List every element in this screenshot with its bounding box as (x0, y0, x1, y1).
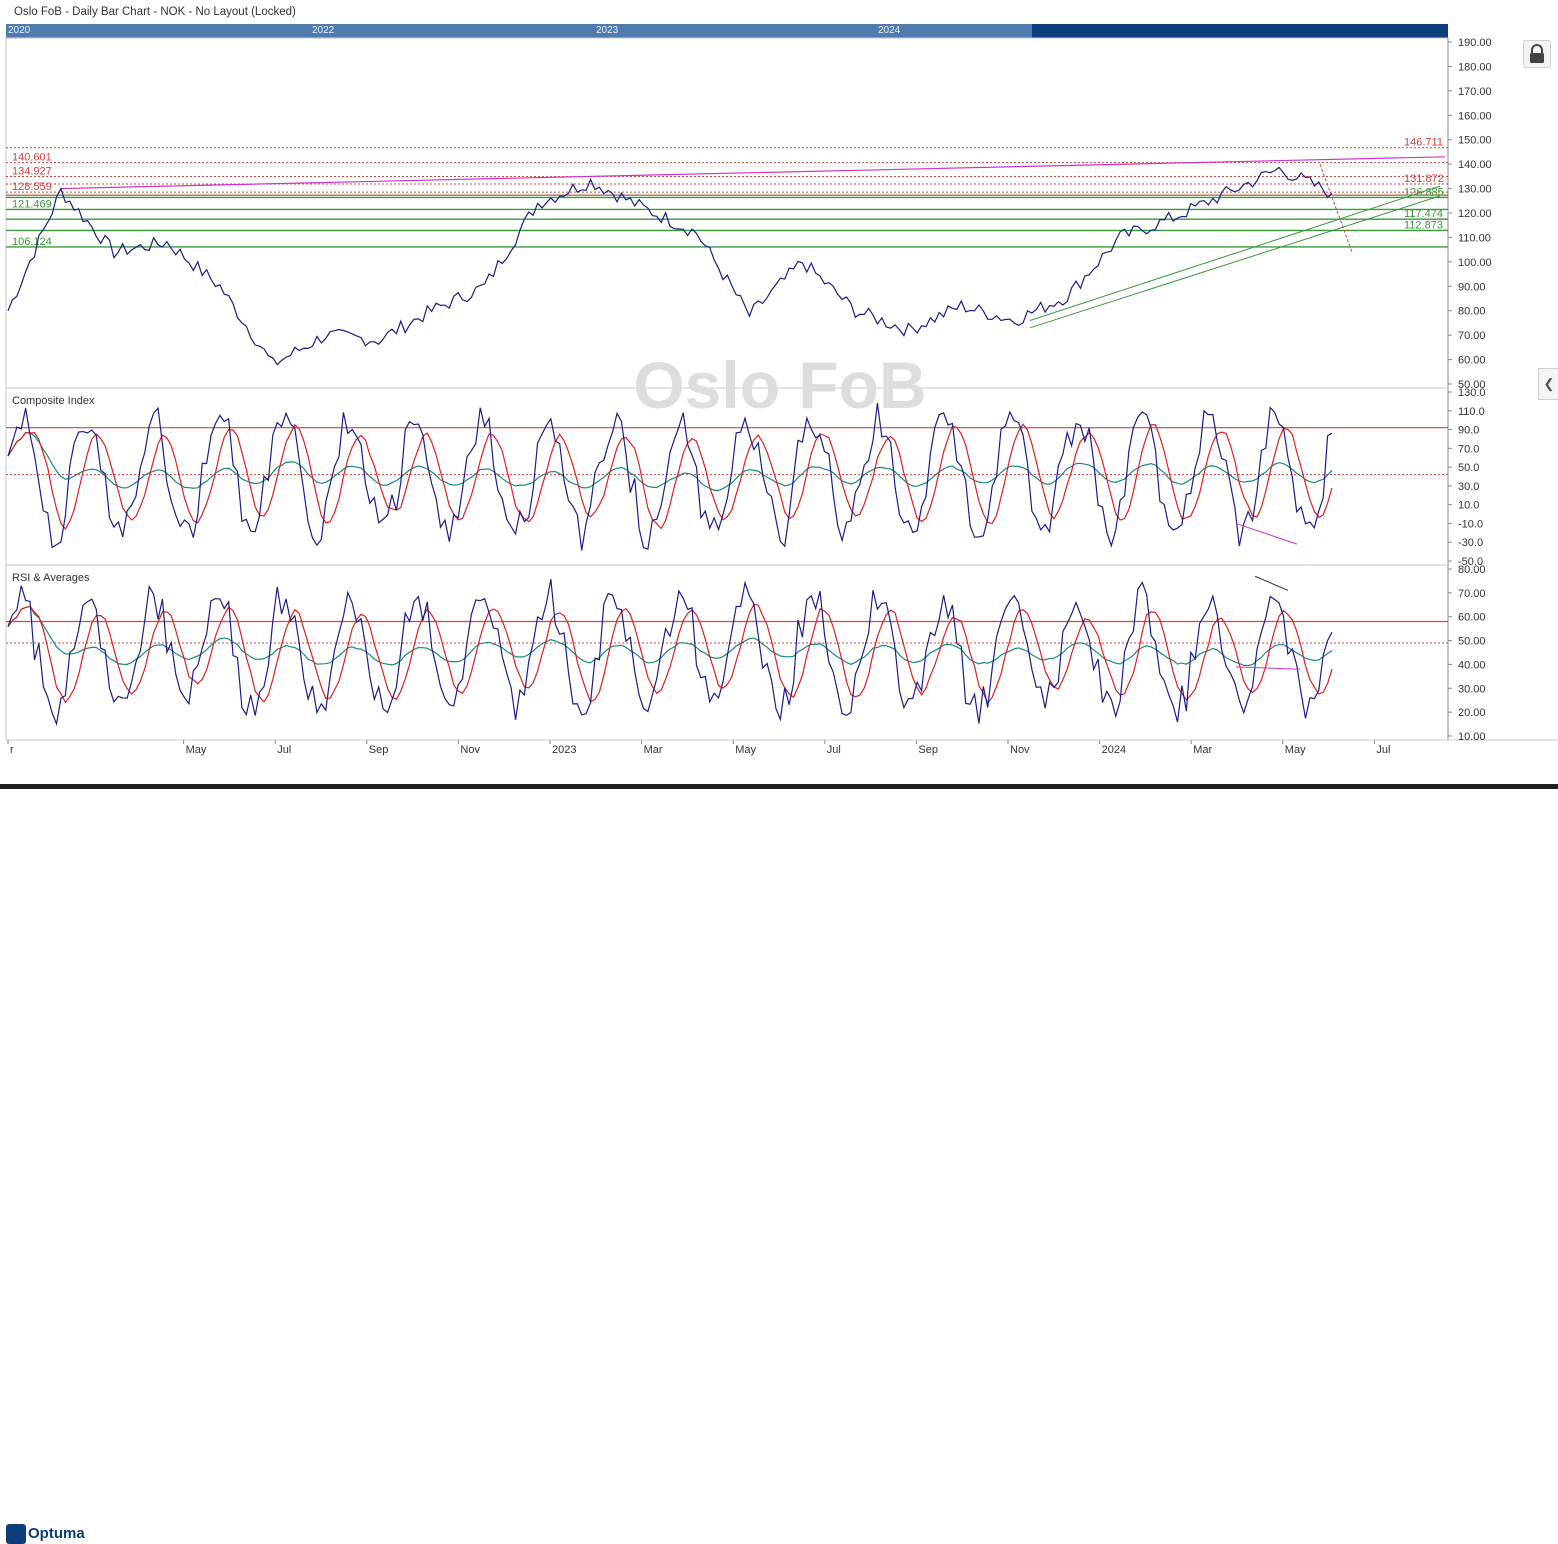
support-label: 112.873 (1404, 219, 1443, 231)
y-tick-label: 10.0 (1458, 500, 1479, 512)
y-tick-label: 130.00 (1458, 184, 1492, 196)
date-navigator[interactable]: 2020 2022 2023 2024 (6, 24, 1448, 38)
resistance-label: 134.927 (12, 166, 52, 178)
chevron-left-icon[interactable]: ❮ (1538, 368, 1558, 400)
navigator-window[interactable] (6, 24, 1032, 38)
y-tick-label: 130.0 (1458, 387, 1486, 399)
oscillator-line (7, 579, 1333, 727)
resistance-label: 128.559 (12, 181, 52, 193)
y-tick-label: 60.00 (1458, 355, 1486, 367)
chart-canvas[interactable]: Oslo FoB 190.00 180.00 170.00 160.00 150.00 14… (0, 0, 1558, 760)
price-series-line (7, 166, 1333, 366)
support-label: 106.124 (12, 236, 52, 248)
y-tick-label: -30.0 (1458, 537, 1483, 549)
channel-line-lower (1029, 195, 1441, 329)
y-tick-label: 50.00 (1458, 379, 1486, 391)
support-label: 117.474 (1404, 208, 1443, 220)
divergence-line (1235, 666, 1301, 670)
projection-line (1319, 163, 1353, 253)
slow-average-line (7, 605, 1333, 667)
x-tick-label: Sep (918, 744, 938, 756)
x-tick-label: Mar (644, 744, 663, 756)
y-tick-label: 90.0 (1458, 425, 1479, 437)
y-tick-label: 70.0 (1458, 443, 1479, 455)
window-title: Oslo FoB - Daily Bar Chart - NOK - No La… (14, 6, 296, 18)
y-tick-label: 50.0 (1458, 462, 1479, 474)
y-tick-label: 170.00 (1458, 86, 1492, 98)
divergence-line (1254, 575, 1289, 591)
title-bar: Oslo FoB - Daily Bar Chart - NOK - No La… (0, 0, 1448, 24)
x-tick-label: Nov (460, 744, 480, 756)
y-tick-label: -10.0 (1458, 518, 1483, 530)
slow-average-line (7, 431, 1333, 492)
y-tick-label: 110.0 (1458, 406, 1485, 418)
navigator-year: 2022 (312, 25, 335, 36)
y-tick-label: 160.00 (1458, 110, 1492, 122)
fast-average-line (7, 603, 1333, 705)
x-tick-label: Jul (277, 744, 291, 756)
y-tick-label: 190.00 (1458, 37, 1492, 49)
bottom-rule (0, 784, 1558, 789)
x-tick-label: 2024 (1102, 744, 1126, 756)
panel-title: Composite Index (12, 395, 95, 407)
support-label: 121.469 (12, 198, 52, 210)
oscillator-line (7, 403, 1333, 551)
channel-line-upper (1029, 185, 1441, 321)
y-tick-label: 30.00 (1458, 683, 1486, 695)
navigator-year: 2020 (8, 25, 31, 36)
navigator-year: 2024 (878, 25, 901, 36)
y-tick-label: 90.00 (1458, 281, 1486, 293)
y-tick-label: 70.00 (1458, 588, 1486, 600)
x-tick-label: May (186, 744, 207, 756)
y-tick-label: 30.0 (1458, 481, 1479, 493)
navigator-year: 2023 (596, 25, 619, 36)
lock-icon (1530, 44, 1544, 63)
magenta-trendline (59, 156, 1446, 190)
resistance-label: 131.872 (1404, 173, 1444, 185)
y-tick-label: -50.0 (1458, 556, 1483, 568)
x-tick-label: Jul (1376, 744, 1390, 756)
brand-logo: Optuma (28, 1525, 85, 1542)
panel-title: RSI & Averages (12, 572, 90, 584)
x-tick-label: May (1285, 744, 1306, 756)
y-tick-label: 10.00 (1458, 731, 1486, 743)
x-tick-label: Nov (1010, 744, 1030, 756)
x-tick-label: Jul (827, 744, 841, 756)
y-tick-label: 50.00 (1458, 636, 1486, 648)
x-tick-label: Mar (1193, 744, 1212, 756)
support-label: 126.385 (1404, 186, 1444, 198)
resistance-label: 146.711 (1404, 137, 1443, 149)
watermark: Oslo FoB (633, 348, 926, 422)
resistance-label: 140.601 (12, 152, 52, 164)
lock-button[interactable] (1523, 40, 1551, 68)
x-tick-label: r (10, 744, 14, 756)
y-tick-label: 180.00 (1458, 61, 1492, 73)
y-tick-label: 80.00 (1458, 564, 1486, 576)
y-tick-label: 140.00 (1458, 159, 1492, 171)
x-tick-label: May (735, 744, 756, 756)
y-tick-label: 20.00 (1458, 707, 1486, 719)
y-tick-label: 80.00 (1458, 306, 1486, 318)
y-tick-label: 40.00 (1458, 659, 1486, 671)
y-tick-label: 70.00 (1458, 330, 1486, 342)
fast-average-line (7, 423, 1333, 530)
x-tick-label: Sep (369, 744, 389, 756)
x-tick-label: 2023 (552, 744, 576, 756)
divergence-line (1235, 522, 1298, 545)
y-tick-label: 100.00 (1458, 257, 1492, 269)
y-tick-label: 110.00 (1458, 232, 1491, 244)
y-tick-label: 120.00 (1458, 208, 1492, 220)
y-tick-label: 60.00 (1458, 612, 1486, 624)
y-tick-label: 150.00 (1458, 135, 1492, 147)
optuma-logo-icon (6, 1524, 26, 1544)
